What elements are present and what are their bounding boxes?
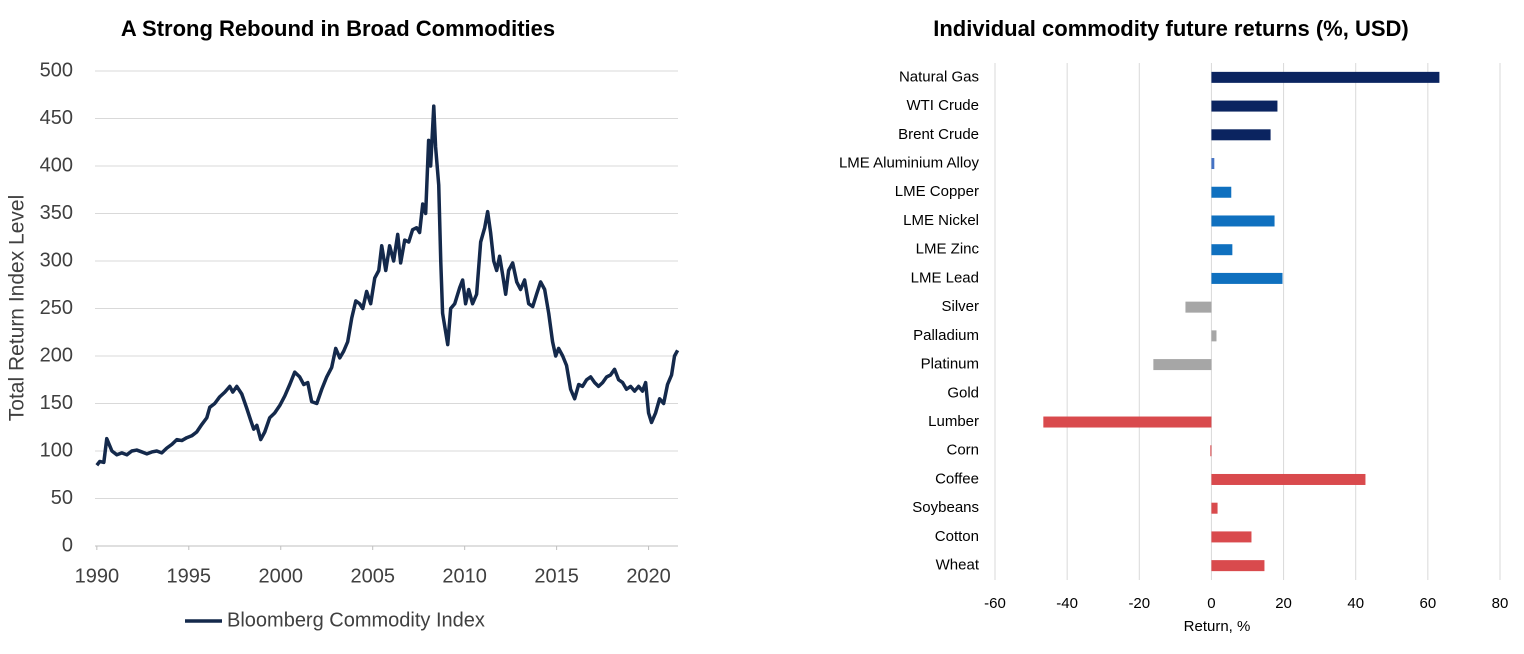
- bar: [1211, 129, 1271, 141]
- y-tick-label: Soybeans: [912, 499, 979, 516]
- y-tick-label: 200: [40, 344, 73, 366]
- x-tick-label: -20: [1128, 595, 1150, 612]
- y-tick-label: 400: [40, 154, 73, 176]
- legend-label: Bloomberg Commodity Index: [227, 609, 485, 631]
- bar: [1153, 359, 1212, 371]
- y-tick-label: Coffee: [935, 470, 979, 487]
- y-tick-label: 50: [51, 487, 73, 509]
- y-tick-label: LME Lead: [911, 269, 979, 286]
- x-tick-label: 80: [1492, 595, 1509, 612]
- bar: [1211, 560, 1265, 572]
- y-tick-label: LME Zinc: [916, 241, 980, 258]
- x-tick-label: 0: [1207, 595, 1215, 612]
- y-tick-label: 300: [40, 249, 73, 271]
- y-tick-label: 350: [40, 202, 73, 224]
- x-tick-label: 2010: [442, 565, 487, 587]
- y-tick-label: 500: [40, 59, 73, 81]
- x-tick-label: 2015: [534, 565, 579, 587]
- y-tick-label: Cotton: [935, 528, 979, 545]
- y-tick-label: Wheat: [936, 557, 980, 574]
- y-tick-label: LME Aluminium Alloy: [839, 154, 980, 171]
- bar: [1211, 215, 1275, 227]
- x-tick-label: 2020: [626, 565, 671, 587]
- y-tick-label: 450: [40, 107, 73, 129]
- bar: [1043, 416, 1212, 428]
- bar: [1211, 186, 1232, 198]
- x-tick-label: 2005: [350, 565, 395, 587]
- y-tick-label: 150: [40, 392, 73, 414]
- chart-title: Individual commodity future returns (%, …: [933, 16, 1408, 41]
- y-axis-label: Total Return Index Level: [6, 195, 29, 421]
- x-tick-label: 1990: [75, 565, 120, 587]
- y-tick-label: Silver: [941, 298, 979, 315]
- x-tick-label: 60: [1420, 595, 1437, 612]
- y-tick-label: 0: [62, 534, 73, 556]
- y-tick-label: Platinum: [921, 356, 979, 373]
- chart-title: A Strong Rebound in Broad Commodities: [121, 16, 555, 41]
- bar: [1211, 531, 1252, 543]
- y-tick-label: Corn: [946, 442, 979, 459]
- bar: [1211, 272, 1283, 284]
- x-axis-label: Return, %: [1184, 618, 1251, 635]
- y-tick-label: Natural Gas: [899, 68, 979, 85]
- bar: [1210, 445, 1212, 457]
- x-tick-label: -60: [984, 595, 1006, 612]
- y-tick-label: Gold: [947, 384, 979, 401]
- x-tick-label: -40: [1056, 595, 1078, 612]
- y-tick-label: LME Copper: [895, 183, 979, 200]
- y-tick-label: 100: [40, 439, 73, 461]
- y-tick-label: LME Nickel: [903, 212, 979, 229]
- bar: [1211, 330, 1217, 342]
- x-tick-label: 2000: [259, 565, 304, 587]
- bar: [1211, 100, 1278, 112]
- bar: [1211, 71, 1440, 83]
- bar: [1211, 502, 1218, 514]
- x-tick-label: 40: [1347, 595, 1364, 612]
- bar: [1211, 473, 1366, 485]
- y-tick-label: 250: [40, 297, 73, 319]
- y-tick-label: Palladium: [913, 327, 979, 344]
- bar: [1211, 244, 1233, 256]
- bar: [1185, 301, 1212, 313]
- y-tick-label: Lumber: [928, 413, 979, 430]
- y-tick-label: WTI Crude: [906, 97, 979, 114]
- data-line: [95, 104, 680, 467]
- bar: [1211, 158, 1215, 170]
- y-tick-label: Brent Crude: [898, 126, 979, 143]
- x-tick-label: 20: [1275, 595, 1292, 612]
- x-tick-label: 1995: [167, 565, 212, 587]
